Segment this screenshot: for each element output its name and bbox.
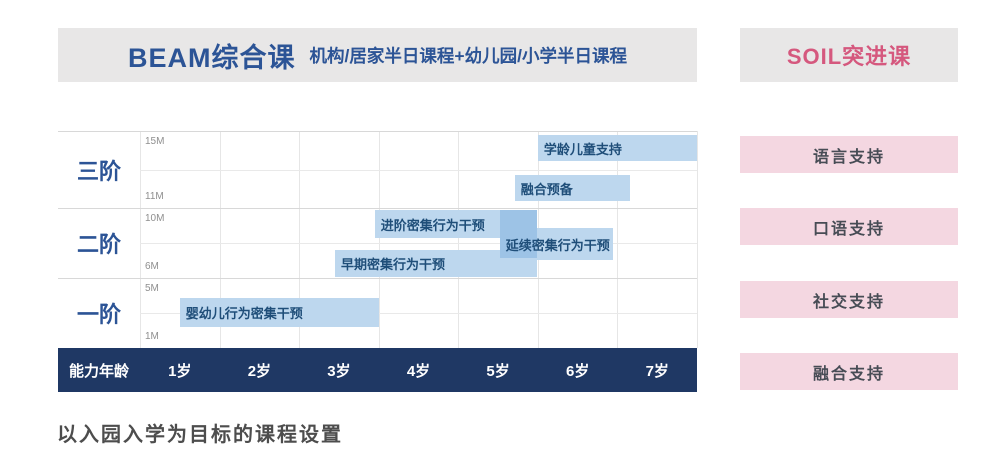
gridline-vertical [299,131,300,348]
gridline-horizontal [140,313,697,314]
gridline-horizontal [58,278,697,279]
axis-tick: 7岁 [645,362,669,380]
stage-label: 三阶 [76,158,121,184]
gridline-vertical [458,131,459,348]
gantt-bar [374,210,500,238]
beam-gantt-chart: 三阶 15M 11M 二阶 10M 6M 一阶 5M 1M 学龄儿童支持融合预备进阶密集行为干预延… [58,131,698,348]
axis-tick: 5岁 [486,362,510,380]
gantt-bar-label: 进阶密集行为干预 [380,217,485,233]
gantt-bar-label: 融合预备 [520,181,573,197]
gridline-vertical [379,131,380,348]
gantt-bar-label: 早期密集行为干预 [341,257,446,272]
axis-tick: 3岁 [327,362,351,380]
gridline-horizontal [58,208,697,209]
gridline-vertical [140,131,141,348]
gantt-bar-label: 学龄儿童支持 [543,141,622,157]
soil-support-item: 语言支持 [740,136,958,173]
soil-support-item: 融合支持 [740,353,958,390]
gantt-bar-label: 延续密集行为干预 [505,237,610,253]
soil-support-item: 社交支持 [740,281,958,318]
stage-label: 二阶 [76,232,121,257]
gridline-horizontal [140,170,697,171]
soil-header: SOIL突进课 [740,28,958,82]
beam-subtitle: 机构/居家半日课程+幼儿园/小学半日课程 [309,45,627,66]
soil-support-item: 口语支持 [740,208,958,245]
gantt-bar-overlap [499,210,538,258]
axis-tick: 6岁 [566,362,590,380]
month-marker-top: 10M [145,213,165,224]
gridline-vertical [697,131,698,348]
gantt-bar [514,175,631,201]
gantt-bar [179,298,379,327]
month-marker-bottom: 6M [145,261,159,272]
gantt-bar-label: 婴幼儿行为密集干预 [185,306,303,321]
axis-title: 能力年龄 [68,362,129,380]
month-marker-top: 15M [145,136,165,147]
axis-tick: 2岁 [247,362,272,380]
beam-header: BEAM综合课 机构/居家半日课程+幼儿园/小学半日课程 [58,28,697,82]
month-marker-bottom: 1M [145,331,159,342]
axis-tick: 4岁 [406,362,431,380]
soil-title: SOIL突进课 [786,44,912,69]
month-marker-top: 5M [145,283,159,294]
beam-title: BEAM综合课 [128,42,296,73]
gantt-bar [537,135,697,161]
axis-tick: 1岁 [168,362,192,380]
stage-label: 一阶 [76,302,121,327]
caption: 以入园入学为目标的课程设置 [57,424,343,446]
gridline-vertical [617,131,618,348]
age-axis: 能力年龄 1岁 2岁 3岁 4岁 5岁 6岁 7岁 [58,348,697,392]
month-marker-bottom: 11M [145,191,164,202]
gridline-horizontal [140,243,697,244]
gridline-vertical [220,131,221,348]
gridline-horizontal [58,131,697,132]
